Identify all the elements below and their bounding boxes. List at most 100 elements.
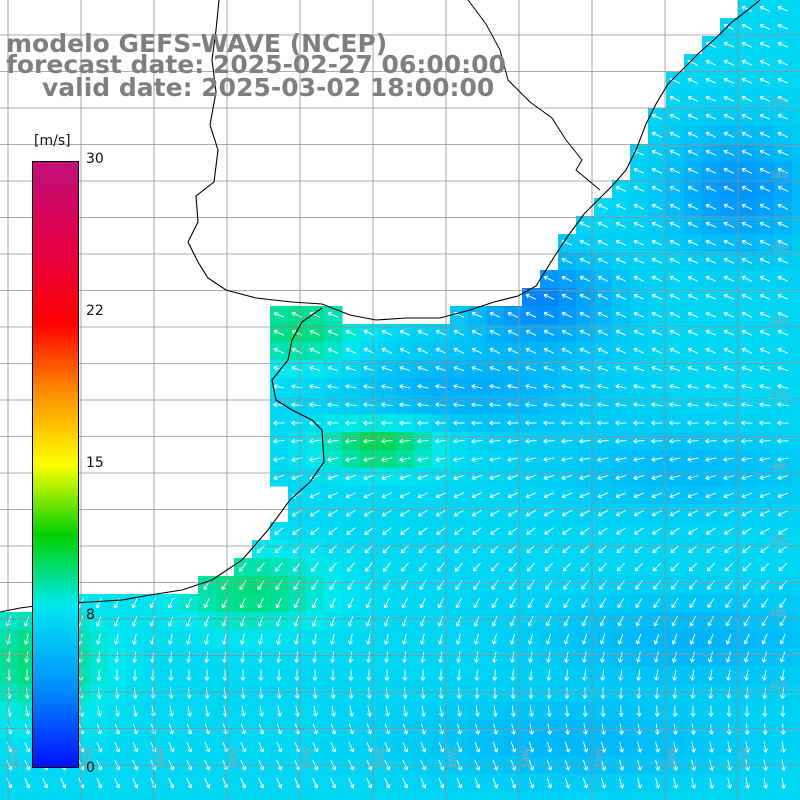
wind-arrow [60, 777, 67, 789]
latitude-label: 39S [770, 536, 787, 546]
wind-arrow [706, 562, 716, 572]
wind-arrow [633, 456, 645, 462]
wind-arrow [780, 687, 786, 699]
wind-arrow [723, 383, 735, 389]
wind-arrow [508, 544, 518, 554]
wind-arrow [600, 777, 607, 789]
wind-arrow [327, 457, 339, 463]
wind-arrow [276, 741, 283, 753]
wind-arrow [455, 597, 462, 609]
wind-arrow [597, 438, 609, 444]
wind-arrow [723, 185, 735, 192]
wind-arrow [543, 456, 555, 462]
wind-arrow [705, 383, 717, 389]
wind-arrow [651, 275, 663, 282]
wind-arrow [257, 562, 265, 572]
wind-arrow [543, 329, 555, 336]
wind-arrow [204, 687, 210, 699]
wind-arrow [311, 562, 319, 572]
wind-arrow [345, 402, 357, 408]
wind-arrow [561, 438, 573, 444]
wind-arrow [544, 527, 554, 535]
colorbar-tick-8: 8 [86, 607, 95, 623]
wind-arrow [273, 365, 285, 372]
wind-arrow [634, 545, 644, 553]
wind-arrow [651, 456, 663, 462]
wind-arrow [221, 633, 227, 645]
wind-arrow [762, 705, 768, 717]
wind-arrow [653, 598, 661, 609]
wind-arrow [293, 597, 300, 609]
wind-arrow [489, 311, 501, 318]
wind-arrow [438, 705, 444, 717]
wind-arrow [687, 149, 699, 156]
wind-arrow [273, 474, 285, 481]
wind-speed-cell [792, 378, 800, 397]
wind-arrow [741, 347, 753, 354]
wind-arrow [759, 527, 770, 535]
wind-arrow [691, 741, 697, 753]
wind-arrow [401, 633, 407, 645]
wind-arrow [762, 669, 767, 681]
wind-arrow [400, 544, 410, 554]
wind-speed-cell [504, 792, 523, 800]
wind-arrow [725, 651, 732, 663]
wind-arrow [132, 741, 139, 753]
wind-arrow [687, 456, 699, 462]
wind-speed-cell [792, 612, 800, 631]
wind-arrow [345, 492, 357, 499]
wind-arrow [688, 562, 698, 572]
wind-arrow [777, 475, 789, 481]
wind-arrow [670, 545, 680, 553]
latitude-label: 36S [770, 317, 787, 327]
wind-arrow [708, 687, 714, 699]
wind-arrow [618, 669, 624, 681]
longitude-label: 58W [230, 748, 240, 768]
wind-arrow [276, 705, 282, 717]
wind-arrow [723, 221, 735, 228]
wind-arrow [723, 113, 735, 120]
wind-arrow [327, 492, 339, 499]
wind-arrow [759, 77, 771, 84]
wind-arrow [687, 492, 699, 499]
wind-arrow [599, 651, 605, 663]
wind-arrow [579, 474, 591, 481]
wind-speed-cell [36, 792, 55, 800]
wind-arrow [691, 777, 697, 789]
wind-arrow [474, 705, 480, 717]
wind-arrow [489, 365, 501, 372]
wind-arrow [600, 669, 606, 681]
wind-arrow [579, 221, 591, 228]
wind-arrow [633, 293, 645, 300]
wind-arrow [561, 383, 573, 389]
wind-arrow [743, 615, 751, 627]
wind-speed-cell [684, 792, 703, 800]
wind-arrow [381, 509, 392, 517]
wind-arrow [204, 651, 210, 663]
wind-arrow [239, 615, 246, 627]
wind-arrow [402, 687, 408, 699]
wind-arrow [327, 438, 339, 444]
wind-arrow [564, 669, 570, 681]
wind-arrow [507, 420, 519, 426]
wind-speed-cell [288, 792, 307, 800]
wind-arrow [329, 597, 336, 609]
wind-arrow [615, 221, 627, 228]
wind-arrow [759, 5, 771, 12]
wind-arrow [312, 669, 318, 681]
wind-speed-cell [792, 468, 800, 487]
wind-arrow [328, 544, 338, 554]
wind-arrow [273, 438, 285, 444]
wind-arrow [725, 615, 732, 627]
wind-arrow [131, 615, 138, 627]
wind-arrow [311, 580, 319, 591]
wind-arrow [489, 420, 501, 426]
wind-arrow [273, 402, 285, 408]
wind-arrow [257, 633, 263, 645]
wind-arrow [507, 311, 519, 318]
wind-arrow [741, 527, 752, 535]
wind-arrow [777, 383, 789, 389]
wind-arrow [492, 687, 498, 699]
wind-arrow [420, 741, 427, 753]
wind-arrow [239, 597, 246, 609]
